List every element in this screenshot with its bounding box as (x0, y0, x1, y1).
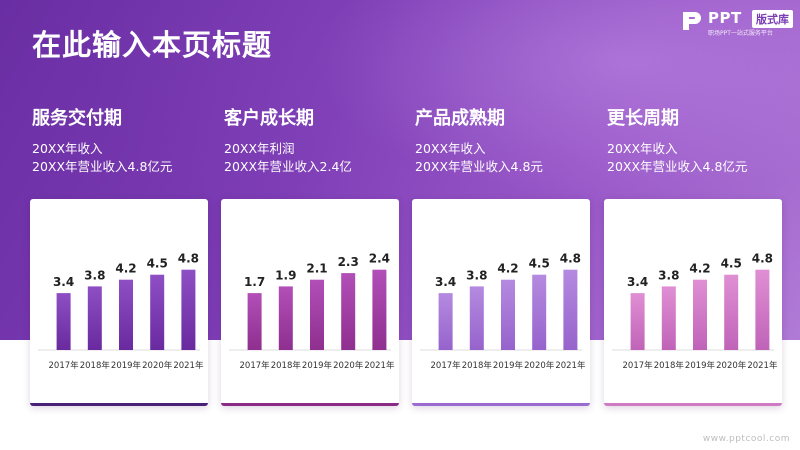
x-tick-label: 2019年 (111, 360, 142, 371)
section-2-line1: 20XX年利润 (224, 141, 295, 156)
data-label: 1.7 (244, 275, 265, 289)
x-tick-label: 2021年 (173, 360, 204, 371)
bar-2019年 (119, 279, 133, 350)
data-label: 4.5 (721, 257, 742, 271)
bar-2017年 (56, 293, 71, 350)
data-label: 3.4 (627, 275, 648, 289)
bar-2021年 (755, 269, 770, 350)
data-label: 2.4 (369, 252, 390, 266)
card-2-accent-bar (221, 403, 399, 406)
data-label: 2.1 (306, 262, 327, 276)
bar-2021年 (181, 269, 196, 350)
logo-badge: 版式库 (752, 10, 793, 28)
x-tick-label: 2021年 (747, 360, 778, 371)
bar-2019年 (501, 279, 515, 350)
section-1-line1: 20XX年收入 (32, 141, 103, 156)
section-3-title: 产品成熟期 (415, 108, 505, 129)
bar-2018年 (87, 286, 102, 350)
data-label: 4.5 (147, 257, 168, 271)
footer-url: www.pptcool.com (702, 434, 790, 444)
x-tick-label: 2021年 (364, 360, 395, 371)
x-tick-label: 2018年 (462, 360, 493, 371)
x-tick-label: 2018年 (271, 360, 302, 371)
data-label: 4.8 (178, 252, 199, 266)
x-tick-label: 2020年 (524, 360, 555, 371)
bar-2021年 (372, 269, 387, 350)
data-label: 4.2 (689, 262, 710, 276)
x-tick-label: 2020年 (716, 360, 747, 371)
bar-2019年 (310, 279, 324, 350)
data-label: 3.8 (84, 268, 105, 282)
bar-2019年 (693, 279, 707, 350)
bar-chart-1: 3.4 2017年 3.8 2018年 4.2 2019年 4.5 2020年 4.8 2021年 (38, 252, 204, 371)
section-1-title: 服务交付期 (32, 108, 122, 129)
bar-chart-4: 3.4 2017年 3.8 2018年 4.2 2019年 4.5 2020年 4.8 2021年 (612, 252, 778, 371)
data-label: 3.4 (435, 275, 456, 289)
section-3-line2: 20XX年营业收入4.8元 (415, 159, 543, 174)
x-tick-label: 2017年 (240, 360, 271, 371)
bar-2017年 (438, 293, 453, 350)
data-label: 4.2 (115, 262, 136, 276)
x-tick-label: 2019年 (493, 360, 524, 371)
card-3-accent-bar (412, 403, 590, 406)
data-label: 4.5 (529, 257, 550, 271)
section-1-line2: 20XX年营业收入4.8亿元 (32, 159, 173, 174)
bar-2020年 (341, 273, 356, 350)
section-4-title: 更长周期 (607, 108, 679, 129)
section-2-line2: 20XX年营业收入2.4亿 (224, 159, 352, 174)
x-tick-label: 2020年 (333, 360, 364, 371)
data-label: 3.8 (466, 268, 487, 282)
bar-2018年 (469, 286, 484, 350)
logo-brand-text: PPT (708, 9, 742, 27)
x-tick-label: 2017年 (49, 360, 80, 371)
bar-chart-3: 3.4 2017年 3.8 2018年 4.2 2019年 4.5 2020年 4.8 2021年 (420, 252, 586, 371)
x-tick-label: 2021年 (555, 360, 586, 371)
bar-2018年 (278, 286, 293, 350)
x-tick-label: 2020年 (142, 360, 173, 371)
x-tick-label: 2018年 (654, 360, 685, 371)
chart-card-3: 3.4 2017年 3.8 2018年 4.2 2019年 4.5 2020年 4.8 2021年 (412, 199, 590, 406)
bar-2017年 (630, 293, 645, 350)
x-tick-label: 2019年 (685, 360, 716, 371)
bar-2021年 (563, 269, 578, 350)
data-label: 4.8 (752, 252, 773, 266)
bar-2017年 (247, 293, 262, 350)
chart-card-2: 1.7 2017年 1.9 2018年 2.1 2019年 2.3 2020年 2.4 2021年 (221, 199, 399, 406)
page-title: 在此输入本页标题 (32, 28, 273, 62)
data-label: 4.8 (560, 252, 581, 266)
data-label: 1.9 (275, 268, 296, 282)
data-label: 3.8 (658, 268, 679, 282)
data-label: 2.3 (338, 255, 359, 269)
section-2-title: 客户成长期 (224, 108, 314, 129)
logo-tagline: 职场PPT一站式服务平台 (708, 30, 773, 37)
x-tick-label: 2017年 (431, 360, 462, 371)
bar-2020年 (150, 274, 165, 350)
card-4-accent-bar (604, 403, 782, 406)
brand-logo: PPT 版式库 职场PPT一站式服务平台 (680, 9, 795, 39)
logo-mark-icon (683, 12, 701, 30)
x-tick-label: 2018年 (80, 360, 111, 371)
data-label: 4.2 (497, 262, 518, 276)
section-4-line2: 20XX年营业收入4.8亿元 (607, 159, 748, 174)
section-3-line1: 20XX年收入 (415, 141, 486, 156)
bar-chart-2: 1.7 2017年 1.9 2018年 2.1 2019年 2.3 2020年 2.4 2021年 (229, 252, 395, 371)
bar-2020年 (724, 274, 739, 350)
section-4-line1: 20XX年收入 (607, 141, 678, 156)
chart-card-4: 3.4 2017年 3.8 2018年 4.2 2019年 4.5 2020年 4.8 2021年 (604, 199, 782, 406)
x-tick-label: 2019年 (302, 360, 333, 371)
x-tick-label: 2017年 (623, 360, 654, 371)
bar-2018年 (661, 286, 676, 350)
bar-2020年 (532, 274, 547, 350)
data-label: 3.4 (53, 275, 74, 289)
card-1-accent-bar (30, 403, 208, 406)
chart-card-1: 3.4 2017年 3.8 2018年 4.2 2019年 4.5 2020年 4.8 2021年 (30, 199, 208, 406)
